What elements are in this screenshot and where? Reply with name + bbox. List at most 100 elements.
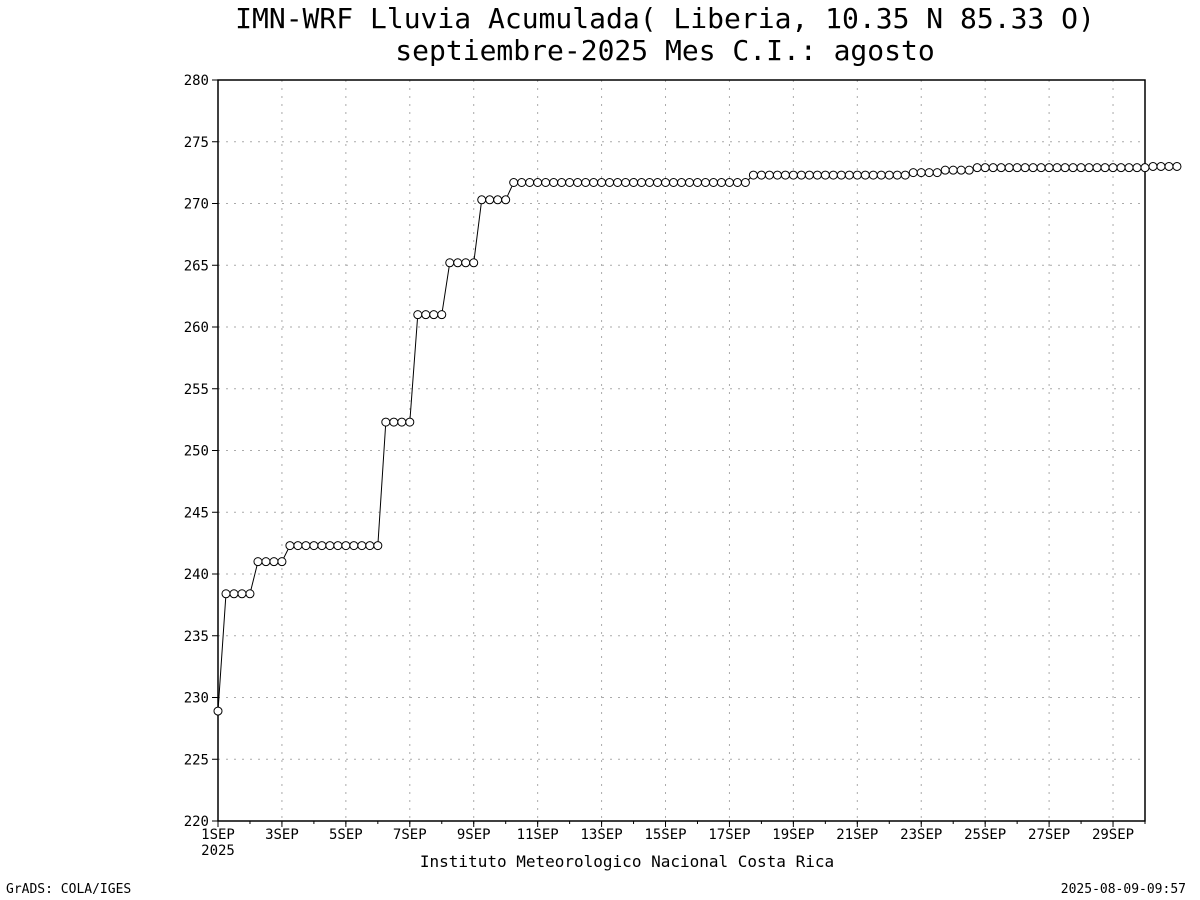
y-tick-label: 255 [184,382,209,398]
data-point [237,589,247,599]
data-point [669,178,679,188]
data-point [1036,163,1046,173]
x-tick-label: 17SEP [708,827,750,843]
data-point [868,170,878,180]
data-point [828,170,838,180]
x-tick-label: 5SEP [329,827,363,843]
plot-frame [217,79,1146,822]
data-point [908,168,918,178]
data-point [724,178,734,188]
x-tick-label: 9SEP [457,827,491,843]
data-point [317,541,327,551]
footer-credit: GrADS: COLA/IGES [6,882,132,897]
data-point [589,178,599,188]
data-point [804,170,814,180]
x-tick-label: 11SEP [517,827,559,843]
data-point [341,541,351,551]
x-tick-label: 21SEP [836,827,878,843]
y-tick-label: 270 [184,197,209,213]
data-point [1076,163,1086,173]
data-point [1148,161,1158,171]
data-point [916,168,926,178]
data-point [1108,163,1118,173]
data-point [1020,163,1030,173]
data-point [309,541,319,551]
chart-title: IMN-WRF Lluvia Acumulada( Liberia, 10.35… [235,2,1095,35]
data-point [772,170,782,180]
data-point [1164,161,1174,171]
data-point [1132,163,1142,173]
data-point [852,170,862,180]
data-point [788,170,798,180]
data-point [1028,163,1038,173]
data-point [613,178,623,188]
data-point [285,541,295,551]
data-point [988,163,998,173]
x-tick-label: 27SEP [1028,827,1070,843]
data-point [796,170,806,180]
data-point [700,178,710,188]
data-point [1068,163,1078,173]
data-point [573,178,583,188]
data-point [645,178,655,188]
data-point [245,589,255,599]
data-point [349,541,359,551]
data-point [812,170,822,180]
data-point [565,178,575,188]
y-tick-label: 250 [184,444,209,460]
data-point [1100,163,1110,173]
data-point [820,170,830,180]
data-point [549,178,559,188]
institute-label: Instituto Meteorologico Nacional Costa R… [419,852,835,871]
data-point [756,170,766,180]
data-point [301,541,311,551]
x-tick-label: 19SEP [772,827,814,843]
data-point [708,178,718,188]
x-tick-label: 23SEP [900,827,942,843]
data-point [485,195,495,205]
x-tick-label: 1SEP [201,827,235,843]
data-point [357,541,367,551]
data-point [389,417,399,427]
footer-timestamp: 2025-08-09-09:57 [1060,882,1186,897]
data-point [437,310,447,320]
data-point [421,310,431,320]
data-point [413,310,423,320]
y-tick-label: 260 [184,320,209,336]
x-tick-label: 7SEP [393,827,427,843]
data-point [221,589,231,599]
x-tick-label: 15SEP [644,827,686,843]
data-point [1012,163,1022,173]
data-point [900,170,910,180]
data-point [373,541,383,551]
data-point [445,258,455,268]
data-point [884,170,894,180]
series-markers [213,161,1182,716]
data-point [629,178,639,188]
data-point [269,557,279,567]
data-point [980,163,990,173]
data-point [581,178,591,188]
data-point [1060,163,1070,173]
data-point [1124,163,1134,173]
data-point [684,178,694,188]
data-point [892,170,902,180]
data-point [621,178,631,188]
data-point [740,178,750,188]
data-point [333,541,343,551]
data-point [525,178,535,188]
data-point [213,706,223,716]
data-point [780,170,790,180]
chart-subtitle: septiembre-2025 Mes C.I.: agosto [395,34,935,67]
data-point [397,417,407,427]
y-tick-label: 240 [184,567,209,583]
y-tick-label: 245 [184,505,209,521]
series-polyline [217,165,1177,712]
data-point [557,178,567,188]
data-point [1004,163,1014,173]
data-point [533,178,543,188]
data-point [876,170,886,180]
data-point [948,165,958,175]
data-point [661,178,671,188]
